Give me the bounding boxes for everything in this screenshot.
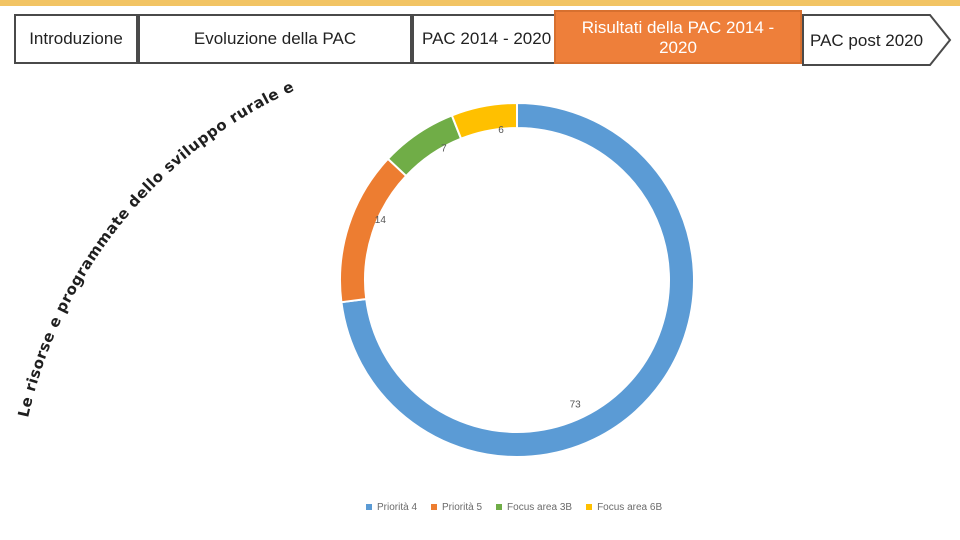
tab-pac-post-2020[interactable]: PAC post 2020 xyxy=(802,14,952,66)
donut-slice-4 xyxy=(450,101,518,140)
donut-slice-1 xyxy=(340,101,695,458)
legend-item-3: Focus area 3B xyxy=(496,502,572,513)
tab-risultati-pac[interactable]: Risultati della PAC 2014 - 2020 xyxy=(554,10,802,64)
tab-introduzione[interactable]: Introduzione xyxy=(14,14,138,64)
legend-label: Focus area 3B xyxy=(507,501,573,513)
legend-item-2: Priorità 5 xyxy=(431,502,482,513)
tab-label-line2: 2020 xyxy=(659,38,697,57)
tab-label: PAC post 2020 xyxy=(810,31,923,50)
legend-item-4: Focus area 6B xyxy=(586,502,662,513)
slice-label-3: 7 xyxy=(441,143,447,154)
legend-swatch xyxy=(586,504,593,510)
slice-label-4: 6 xyxy=(498,125,504,136)
legend-swatch xyxy=(496,504,503,510)
legend-label: Priorità 5 xyxy=(442,501,483,513)
tab-label: Introduzione xyxy=(29,29,123,48)
legend-item-1: Priorità 4 xyxy=(366,502,417,513)
slice-label-2: 14 xyxy=(375,215,387,226)
donut-slice-3 xyxy=(386,114,463,178)
top-decorative-strip xyxy=(0,0,960,6)
tab-label: Evoluzione della PAC xyxy=(193,29,357,48)
legend-swatch xyxy=(431,504,438,510)
tab-pac-2014-2020[interactable]: PAC 2014 - 2020 xyxy=(412,14,556,64)
chart-legend: Priorità 4 Priorità 5 Focus area 3B Focus a… xyxy=(366,498,662,516)
legend-swatch xyxy=(366,504,372,510)
tab-label-line1: Risultati della PAC 2014 - xyxy=(581,18,775,37)
donut-slice-2 xyxy=(339,157,408,304)
navigation-tabs: Introduzione Evoluzione della PAC PAC 20… xyxy=(0,10,960,66)
tab-label: PAC 2014 - 2020 xyxy=(422,29,552,48)
slice-label-1: 73 xyxy=(570,399,582,410)
legend-label: Focus area 6B xyxy=(597,501,663,513)
tab-evoluzione-pac[interactable]: Evoluzione della PAC xyxy=(138,14,412,64)
legend-label: Priorità 4 xyxy=(377,501,418,513)
